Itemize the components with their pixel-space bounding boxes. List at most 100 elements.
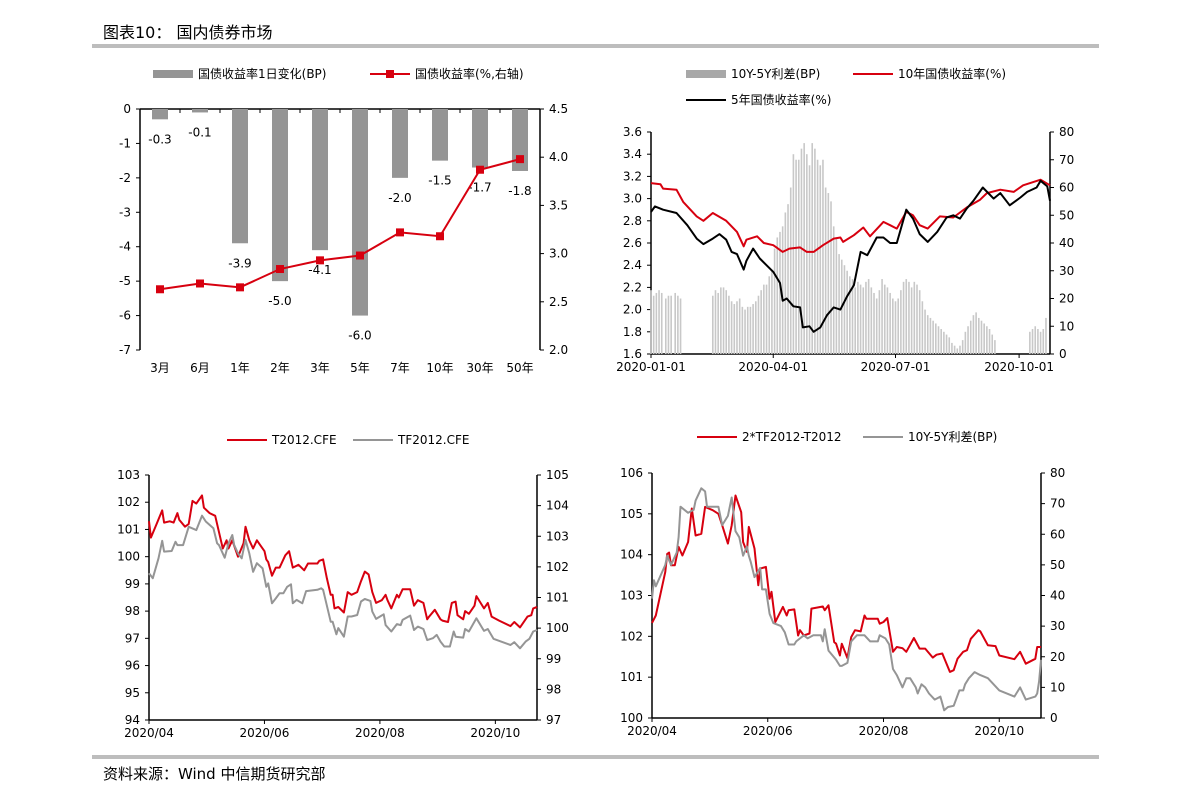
series-line-5-	[650, 179, 1051, 333]
bar-data-label: -2.0	[388, 191, 411, 205]
bar-data-label: -4.1	[308, 263, 331, 277]
y-tick-label-right: 99	[546, 652, 561, 666]
spread-bar	[749, 306, 752, 354]
y-tick-label-left: 101	[620, 670, 643, 684]
y-tick-label-left: 2.6	[623, 236, 642, 250]
spread-bar	[787, 204, 789, 354]
x-tick-label: 2020/08	[859, 724, 909, 738]
spread-bar	[752, 304, 754, 354]
y-tick-label-right: 2.5	[549, 295, 568, 309]
spread-bar	[964, 331, 967, 354]
spread-bar	[854, 287, 857, 354]
spread-bar	[961, 340, 964, 354]
legend-label: TF2012.CFE	[397, 433, 469, 447]
spread-bar	[937, 326, 940, 354]
spread-bar	[760, 290, 762, 354]
y-tick-label-right: 2.0	[549, 343, 568, 357]
legend-label: T2012.CFE	[271, 433, 337, 447]
y-tick-label-right: 70	[1059, 153, 1074, 167]
y-tick-label-left: -6	[119, 309, 131, 323]
spread-bar	[768, 276, 771, 354]
spread-bar	[921, 301, 924, 354]
spread-bar	[667, 295, 670, 354]
chart-1: 国债收益率1日变化(BP) 国债收益率(%,右轴) 0 -1 -2 -3 -4 -5 -6 -7 4…	[119, 66, 568, 375]
spread-bar	[806, 154, 808, 354]
spread-bar	[892, 298, 894, 354]
y-tick-label-left: 103	[117, 468, 140, 482]
y-tick-label-right: 50	[1050, 558, 1065, 572]
spread-bar	[797, 159, 800, 354]
x-category-label: 30年	[466, 361, 493, 375]
x-category-label: 5年	[350, 361, 370, 375]
spread-bar	[986, 326, 988, 354]
bar-3年	[312, 109, 328, 251]
spread-bar	[967, 326, 969, 354]
spread-bar	[929, 317, 932, 354]
y-tick-label-left: 1.8	[623, 325, 642, 339]
spread-bar	[784, 212, 787, 354]
y-tick-label-left: 102	[620, 629, 643, 643]
spread-bar	[1045, 317, 1047, 354]
yield-point-50年	[516, 155, 524, 164]
spread-bar	[943, 331, 945, 354]
bar-5年	[352, 109, 368, 316]
spread-bar	[824, 187, 827, 354]
yield-point-5年	[356, 251, 364, 260]
bar-1年	[232, 109, 248, 244]
spread-bar	[935, 323, 937, 354]
x-tick-label: 2020/10	[974, 724, 1024, 738]
spread-bar	[808, 165, 811, 354]
spread-bar	[859, 284, 862, 354]
spread-bar	[851, 279, 854, 354]
y-tick-label-right: 3.0	[549, 247, 568, 261]
y-tick-label-left: 3.4	[623, 147, 642, 161]
x-tick-label: 2020/06	[743, 724, 793, 738]
bar-data-label: -0.1	[188, 125, 211, 139]
y-tick-label-left: -1	[119, 136, 131, 150]
spread-bar	[795, 159, 797, 354]
legend-swatch-bar	[153, 70, 193, 78]
y-tick-label-right: 20	[1050, 650, 1065, 664]
legend-item: 国债收益率(%,右轴)	[370, 66, 524, 81]
spread-bar	[865, 281, 867, 354]
y-tick-label-right: 98	[546, 682, 561, 696]
legend-item: 10Y-5Y利差(BP)	[863, 430, 997, 444]
chart-3: T2012.CFE TF2012.CFE 103 102 101 100 99 98 97 96 9…	[117, 433, 569, 740]
spread-bar	[867, 279, 870, 354]
spread-bar	[733, 304, 736, 354]
bar-30年	[472, 109, 488, 168]
y-tick-label-left: -2	[119, 171, 131, 185]
bar-7年	[392, 109, 408, 178]
yield-point-30年	[476, 165, 484, 174]
spread-bar	[779, 231, 781, 354]
spread-bar	[803, 143, 805, 354]
spread-bar	[792, 154, 795, 354]
y-tick-label-left: 105	[620, 507, 643, 521]
spread-bar	[959, 345, 961, 354]
x-tick-label: 2020/06	[240, 726, 290, 740]
spread-bar	[883, 284, 886, 354]
spread-bar	[951, 342, 953, 354]
spread-bar	[1034, 326, 1037, 354]
yield-point-7年	[396, 228, 404, 237]
figure-title: 图表10： 国内债券市场	[103, 23, 273, 42]
spread-bar	[918, 290, 921, 354]
spread-bar	[744, 309, 746, 354]
spread-bar	[1029, 331, 1031, 354]
y-tick-label-right: 60	[1050, 527, 1065, 541]
spread-bar	[730, 301, 733, 354]
bar-data-label: -1.5	[428, 174, 451, 188]
spread-bar	[1031, 329, 1034, 354]
spread-bar	[664, 298, 667, 354]
y-tick-label-left: 102	[117, 495, 140, 509]
spread-bar	[910, 287, 913, 354]
spread-bar	[908, 281, 910, 354]
spread-bar	[800, 148, 803, 354]
spread-bar	[652, 295, 655, 354]
bar-6月	[192, 109, 208, 113]
spread-bar	[905, 279, 908, 354]
bottom-divider	[92, 755, 1099, 759]
y-tick-label-right: 50	[1059, 208, 1074, 222]
chart-4: 2*TF2012-T2012 10Y-5Y利差(BP) 106 105 104 103 10…	[620, 430, 1065, 738]
spread-bar	[945, 334, 948, 354]
